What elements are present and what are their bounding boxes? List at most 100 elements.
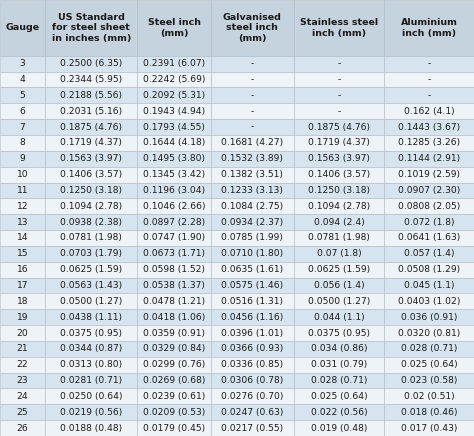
Text: 8: 8 (19, 139, 26, 147)
Text: 0.0313 (0.80): 0.0313 (0.80) (60, 360, 122, 369)
Text: 0.0209 (0.53): 0.0209 (0.53) (143, 408, 205, 417)
Text: 0.0320 (0.81): 0.0320 (0.81) (398, 329, 460, 337)
Bar (294, 72, 384, 88)
Text: 0.045 (1.1): 0.045 (1.1) (404, 281, 454, 290)
Text: 0.0344 (0.87): 0.0344 (0.87) (60, 344, 122, 353)
Text: 0.02 (0.51): 0.02 (0.51) (404, 392, 454, 401)
Text: 0.1875 (4.76): 0.1875 (4.76) (308, 123, 370, 132)
Text: 0.0907 (2.30): 0.0907 (2.30) (398, 186, 460, 195)
Text: 0.023 (0.58): 0.023 (0.58) (401, 376, 457, 385)
Text: 0.0703 (1.79): 0.0703 (1.79) (60, 249, 122, 258)
Text: 10: 10 (17, 170, 28, 179)
Bar (384, 230, 474, 246)
Bar (0, 56, 45, 72)
Bar (45, 88, 137, 103)
Bar (0, 278, 45, 293)
Bar (211, 293, 294, 309)
Text: 0.07 (1.8): 0.07 (1.8) (317, 249, 361, 258)
Text: -: - (251, 75, 254, 84)
Text: 0.2500 (6.35): 0.2500 (6.35) (60, 59, 122, 68)
Bar (384, 0, 474, 56)
Text: 4: 4 (19, 75, 26, 84)
Text: 0.0781 (1.98): 0.0781 (1.98) (60, 234, 122, 242)
Bar (211, 183, 294, 198)
Bar (137, 309, 211, 325)
Bar (294, 309, 384, 325)
Text: 0.1094 (2.78): 0.1094 (2.78) (60, 202, 122, 211)
Bar (211, 167, 294, 183)
Bar (294, 167, 384, 183)
Text: 0.025 (0.64): 0.025 (0.64) (401, 360, 457, 369)
Bar (384, 135, 474, 151)
Bar (137, 246, 211, 262)
Text: 0.0747 (1.90): 0.0747 (1.90) (143, 234, 205, 242)
Bar (0, 341, 45, 357)
Text: 0.0785 (1.99): 0.0785 (1.99) (221, 234, 283, 242)
Bar (0, 293, 45, 309)
Bar (45, 325, 137, 341)
Bar (137, 278, 211, 293)
Text: 0.0217 (0.55): 0.0217 (0.55) (221, 424, 283, 433)
Text: 0.0438 (1.11): 0.0438 (1.11) (60, 313, 122, 322)
Bar (0, 135, 45, 151)
Bar (211, 373, 294, 388)
Bar (384, 420, 474, 436)
Bar (137, 88, 211, 103)
Text: 0.2031 (5.16): 0.2031 (5.16) (60, 107, 122, 116)
Text: 25: 25 (17, 408, 28, 417)
Text: 26: 26 (17, 424, 28, 433)
Bar (211, 325, 294, 341)
Bar (137, 388, 211, 404)
Text: 0.2242 (5.69): 0.2242 (5.69) (143, 75, 205, 84)
Bar (294, 278, 384, 293)
Text: 0.1094 (2.78): 0.1094 (2.78) (308, 202, 370, 211)
Text: Stainless steel
inch (mm): Stainless steel inch (mm) (300, 18, 378, 38)
Bar (211, 357, 294, 373)
Text: 0.1250 (3.18): 0.1250 (3.18) (60, 186, 122, 195)
Text: 0.0276 (0.70): 0.0276 (0.70) (221, 392, 283, 401)
Text: 0.0808 (2.05): 0.0808 (2.05) (398, 202, 460, 211)
Bar (137, 103, 211, 119)
Text: 0.1285 (3.26): 0.1285 (3.26) (398, 139, 460, 147)
Bar (0, 388, 45, 404)
Text: 0.162 (4.1): 0.162 (4.1) (404, 107, 454, 116)
Bar (137, 341, 211, 357)
Text: 7: 7 (19, 123, 26, 132)
Bar (384, 167, 474, 183)
Bar (294, 262, 384, 278)
Bar (211, 88, 294, 103)
Bar (384, 309, 474, 325)
Text: 0.0281 (0.71): 0.0281 (0.71) (60, 376, 122, 385)
Text: 0.0934 (2.37): 0.0934 (2.37) (221, 218, 283, 227)
Text: 0.028 (0.71): 0.028 (0.71) (401, 344, 457, 353)
Bar (211, 278, 294, 293)
Text: 0.0500 (1.27): 0.0500 (1.27) (60, 297, 122, 306)
Text: 0.1943 (4.94): 0.1943 (4.94) (143, 107, 205, 116)
Text: -: - (337, 91, 340, 100)
Bar (294, 388, 384, 404)
Text: Aluminium
inch (mm): Aluminium inch (mm) (401, 18, 457, 38)
Bar (45, 278, 137, 293)
Text: 0.0635 (1.61): 0.0635 (1.61) (221, 265, 283, 274)
Bar (211, 0, 294, 56)
Text: 20: 20 (17, 329, 28, 337)
Bar (45, 183, 137, 198)
Text: 0.0897 (2.28): 0.0897 (2.28) (143, 218, 205, 227)
Text: 0.2391 (6.07): 0.2391 (6.07) (143, 59, 205, 68)
Text: Gauge: Gauge (6, 24, 39, 32)
Bar (45, 214, 137, 230)
Text: 0.0508 (1.29): 0.0508 (1.29) (398, 265, 460, 274)
Bar (294, 373, 384, 388)
Text: 14: 14 (17, 234, 28, 242)
Bar (384, 357, 474, 373)
Bar (211, 309, 294, 325)
Text: 24: 24 (17, 392, 28, 401)
Text: 0.0516 (1.31): 0.0516 (1.31) (221, 297, 283, 306)
Bar (384, 183, 474, 198)
Text: -: - (428, 59, 430, 68)
Text: 0.072 (1.8): 0.072 (1.8) (404, 218, 454, 227)
Text: 0.1144 (2.91): 0.1144 (2.91) (398, 154, 460, 163)
Bar (0, 309, 45, 325)
Text: 0.028 (0.71): 0.028 (0.71) (311, 376, 367, 385)
Text: 0.0179 (0.45): 0.0179 (0.45) (143, 424, 205, 433)
